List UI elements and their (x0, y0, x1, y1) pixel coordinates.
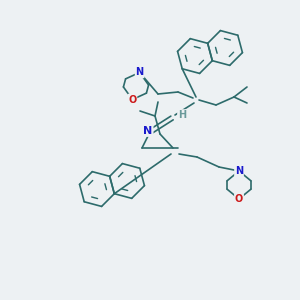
Text: H: H (178, 110, 186, 120)
Text: O: O (235, 194, 243, 204)
Text: N: N (136, 68, 144, 77)
Text: O: O (128, 94, 136, 104)
Text: N: N (235, 166, 243, 176)
Text: N: N (143, 126, 153, 136)
